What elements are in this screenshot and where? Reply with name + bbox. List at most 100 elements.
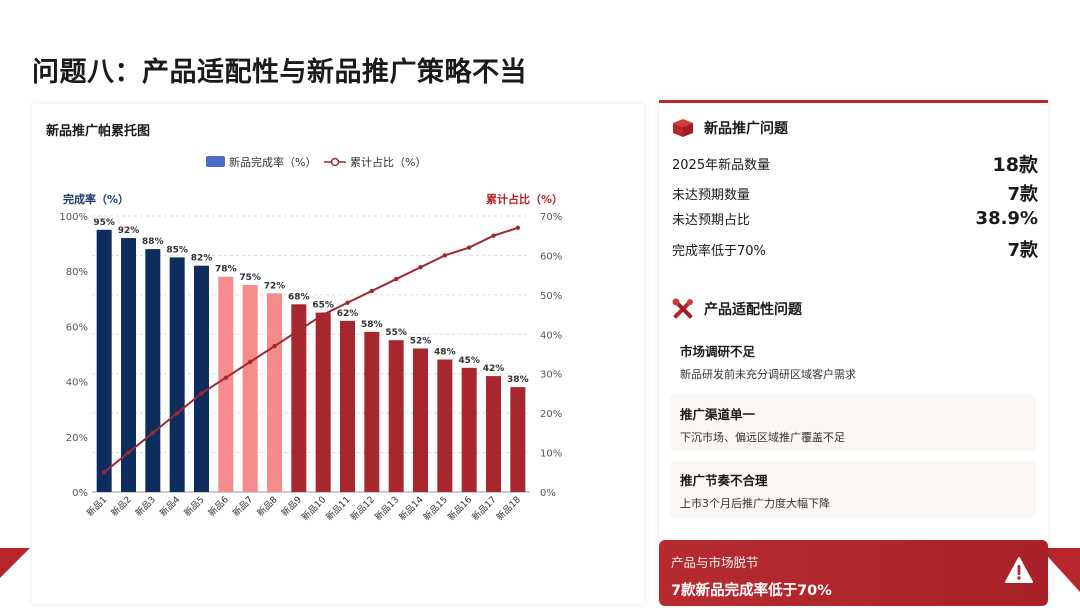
promo-section-title: 新品推广问题: [704, 121, 788, 137]
y-right-tick-label: 20%: [540, 409, 562, 420]
bar: [510, 387, 526, 492]
line-point: [150, 430, 156, 436]
stat-value: 18款: [992, 154, 1038, 176]
alert-line-1: 产品与市场脱节: [671, 555, 759, 570]
issue-title: 市场调研不足: [680, 344, 756, 359]
data-label: 68%: [288, 292, 310, 302]
x-tick-label: 新品11: [323, 494, 352, 523]
legend-swatch-bar: [206, 156, 225, 167]
x-tick-label: 新品12: [348, 494, 377, 523]
bar: [267, 293, 282, 492]
bar: [145, 249, 161, 492]
y-left-tick-label: 0%: [72, 488, 88, 499]
bar: [413, 348, 428, 492]
y-right-axis-title: 累计占比（%）: [486, 192, 563, 206]
bar: [169, 257, 185, 492]
x-tick-label: 新品7: [230, 494, 255, 519]
stat-row-below-70: 完成率低于70% 7款: [672, 236, 1038, 262]
bar: [364, 331, 380, 492]
data-label: 92%: [118, 226, 140, 236]
fit-section-header: 产品适配性问题: [672, 298, 802, 320]
data-label: 85%: [166, 245, 188, 255]
line-point: [199, 391, 204, 396]
line-point: [345, 300, 350, 305]
promo-section-header: 新品推广问题: [672, 118, 788, 138]
line-point: [393, 276, 399, 282]
bar: [486, 376, 501, 492]
series-line: [103, 226, 519, 474]
bar: [242, 285, 258, 492]
x-tick-label: 新品2: [108, 494, 133, 519]
data-label: 58%: [361, 320, 383, 330]
data-label: 65%: [312, 301, 334, 311]
stat-row-new-count: 2025年新品数量 18款: [672, 150, 1038, 177]
y-right-tick-label: 60%: [540, 251, 562, 262]
issue-title: 推广节奏不合理: [680, 473, 768, 488]
stat-row-missed-count: 未达预期数量 7款: [672, 180, 1038, 206]
x-tick-label: 新品14: [396, 493, 426, 523]
bar: [437, 359, 453, 492]
y-right-tick-label: 70%: [540, 212, 562, 223]
x-tick-label: 新品4: [157, 493, 182, 518]
chart-title: 新品推广帕累托图: [46, 124, 151, 139]
legend-swatch-marker: [330, 157, 340, 167]
alert-line-2: 7款新品完成率低于70%: [671, 583, 832, 599]
stat-value: 7款: [1007, 240, 1038, 261]
data-label: 75%: [239, 273, 261, 283]
data-label: 45%: [458, 356, 480, 366]
y-left-tick-label: 40%: [66, 378, 88, 389]
x-tick-label: 新品8: [254, 493, 279, 518]
line-point: [369, 288, 375, 294]
stat-label: 2025年新品数量: [672, 158, 771, 173]
stat-label: 未达预期占比: [672, 213, 751, 228]
fit-section-title: 产品适配性问题: [704, 302, 802, 318]
bar: [194, 265, 209, 492]
page-title: 问题八：产品适配性与新品推广策略不当: [32, 57, 527, 88]
line-point: [272, 343, 277, 349]
line-point: [247, 359, 253, 365]
issue-desc: 新品研发前未充分调研区域客户需求: [680, 368, 856, 381]
tools-icon: [672, 298, 693, 319]
issue-card: 推广节奏不合理 上市3个月后推广力度大幅下降: [670, 461, 1036, 517]
y-left-tick-label: 80%: [66, 267, 88, 278]
pareto-chart: 0% 20% 40% 60% 80% 100% 0% 10% 20% 30% 40% 50% 60% 70…: [59, 155, 563, 523]
data-label: 62%: [337, 309, 359, 319]
data-label: 88%: [142, 237, 164, 247]
x-tick-label: 新品17: [469, 494, 498, 523]
bar: [461, 367, 477, 492]
stat-label: 未达预期数量: [672, 187, 751, 203]
x-tick-label: 新品10: [299, 493, 329, 523]
line-point: [418, 265, 423, 270]
issue-desc: 上市3个月后推广力度大幅下降: [680, 497, 830, 510]
y-left-tick-label: 20%: [66, 433, 88, 444]
line-point: [515, 225, 521, 231]
data-label: 82%: [191, 254, 213, 264]
line-point: [466, 245, 472, 250]
data-label: 95%: [93, 218, 115, 228]
line-point: [442, 253, 448, 258]
y-right-tick-label: 30%: [540, 370, 562, 381]
x-tick-label: 新品13: [372, 494, 401, 523]
data-label: 52%: [410, 336, 432, 346]
line-point: [320, 312, 326, 317]
line-point: [101, 470, 107, 475]
y-left-tick-label: 100%: [59, 212, 88, 223]
warning-icon: [1005, 557, 1033, 583]
x-tick-label: 新品5: [181, 494, 206, 519]
stat-label: 完成率低于70%: [672, 243, 766, 259]
y-right-tick-label: 40%: [540, 330, 562, 341]
y-left-tick-label: 60%: [66, 322, 88, 333]
box-icon: [673, 119, 693, 137]
alert-banner: 产品与市场脱节 7款新品完成率低于70%: [659, 540, 1048, 606]
bar: [96, 229, 112, 493]
line-point: [296, 328, 302, 333]
stat-value: 38.9%: [975, 208, 1038, 229]
data-label: 55%: [385, 328, 407, 338]
y-left-axis-title: 完成率（%）: [63, 192, 129, 206]
corner-decoration-left: [0, 548, 30, 578]
issue-desc: 下沉市场、偏远区域推广覆盖不足: [680, 431, 845, 444]
data-label: 72%: [264, 281, 286, 291]
bar: [218, 276, 234, 492]
y-right-tick-label: 10%: [540, 449, 562, 460]
data-label: 78%: [215, 265, 237, 275]
